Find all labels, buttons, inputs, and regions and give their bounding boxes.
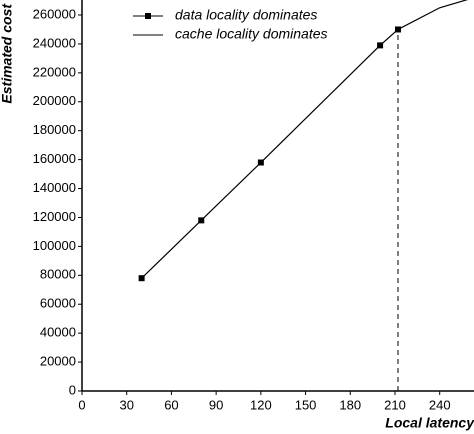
legend-label: data locality dominates (175, 7, 317, 23)
y-tick-label: 180000 (33, 122, 76, 137)
series-line (397, 0, 469, 30)
x-tick-label: 30 (119, 397, 133, 412)
x-tick-label: 240 (429, 397, 451, 412)
marker (257, 159, 264, 166)
x-tick-label: 60 (164, 397, 178, 412)
y-tick-label: 220000 (33, 64, 76, 79)
y-tick-label: 60000 (40, 296, 76, 311)
series-line (141, 29, 399, 279)
y-tick-label: 120000 (33, 209, 76, 224)
marker (138, 275, 145, 282)
y-tick-label: 240000 (33, 35, 76, 50)
y-tick-label: 80000 (40, 267, 76, 282)
marker (394, 26, 401, 33)
x-tick-label: 120 (250, 397, 272, 412)
y-axis-label: Estimated cost (0, 3, 15, 104)
x-tick-label: 150 (295, 397, 317, 412)
y-tick-label: 40000 (40, 325, 76, 340)
y-tick-label: 200000 (33, 93, 76, 108)
y-tick-label: 140000 (33, 180, 76, 195)
legend-label: cache locality dominates (175, 26, 328, 42)
x-tick-label: 180 (339, 397, 361, 412)
y-tick-label: 260000 (33, 6, 76, 21)
marker (377, 42, 384, 49)
y-tick-label: 20000 (40, 354, 76, 369)
x-tick-label: 90 (209, 397, 223, 412)
x-axis-label: Local latency (385, 415, 474, 431)
legend-marker (145, 13, 151, 19)
y-tick-label: 0 (69, 382, 76, 397)
y-tick-label: 100000 (33, 238, 76, 253)
x-tick-label: 0 (78, 397, 85, 412)
marker (198, 217, 205, 224)
x-tick-label: 210 (384, 397, 406, 412)
y-tick-label: 160000 (33, 151, 76, 166)
